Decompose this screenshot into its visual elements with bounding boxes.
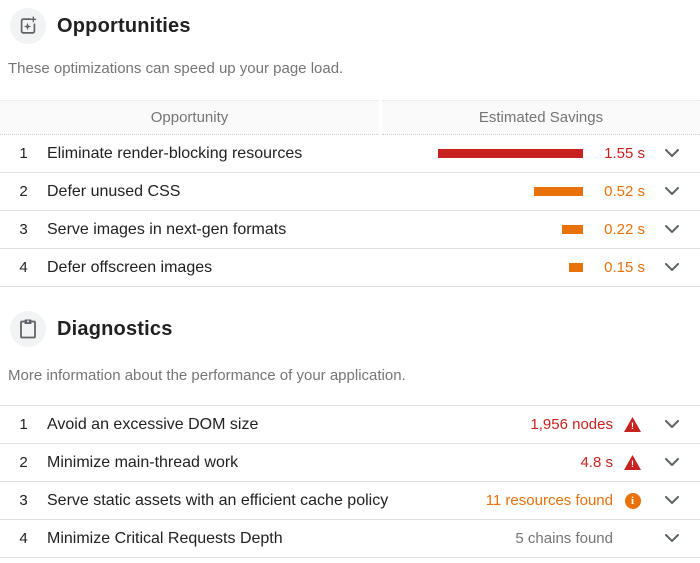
diagnostics-title: Diagnostics — [57, 317, 173, 340]
savings-bar — [569, 263, 583, 272]
chevron-down-icon[interactable] — [652, 225, 692, 234]
row-number: 1 — [19, 145, 28, 162]
chevron-down-icon[interactable] — [652, 496, 692, 505]
diagnostics-header: Diagnostics — [0, 303, 700, 347]
opportunities-icon — [10, 8, 46, 44]
diagnostics-icon — [10, 311, 46, 347]
row-number: 3 — [19, 492, 28, 509]
row-number: 4 — [19, 530, 28, 547]
diagnostic-title: Minimize Critical Requests Depth — [47, 529, 283, 547]
savings-value: 0.22 s — [604, 221, 645, 238]
chevron-down-icon[interactable] — [652, 458, 692, 467]
diagnostics-table: 1 Avoid an excessive DOM size 1,956 node… — [0, 405, 700, 558]
chevron-down-icon[interactable] — [652, 263, 692, 272]
column-header-opportunity: Opportunity — [0, 100, 379, 135]
chevron-down-icon[interactable] — [652, 149, 692, 158]
row-number: 2 — [19, 454, 28, 471]
row-number: 3 — [19, 221, 28, 238]
savings-bar — [562, 225, 583, 234]
opportunities-table-header: Opportunity Estimated Savings — [0, 100, 700, 135]
diagnostics-description: More information about the performance o… — [8, 367, 406, 384]
warning-icon: ! — [613, 417, 652, 432]
diagnostic-title: Avoid an excessive DOM size — [47, 415, 259, 433]
savings-value: 0.52 s — [604, 183, 645, 200]
diagnostic-row[interactable]: 2 Minimize main-thread work 4.8 s ! — [0, 444, 700, 482]
diagnostic-title: Serve static assets with an efficient ca… — [47, 491, 389, 509]
diagnostic-value: 1,956 nodes — [530, 416, 613, 433]
diagnostic-title: Minimize main-thread work — [47, 453, 239, 471]
column-header-estimated-savings: Estimated Savings — [382, 100, 700, 135]
savings-bar — [534, 187, 583, 196]
diagnostic-row[interactable]: 1 Avoid an excessive DOM size 1,956 node… — [0, 406, 700, 444]
diagnostic-value: 5 chains found — [515, 530, 613, 547]
diagnostic-row[interactable]: 3 Serve static assets with an efficient … — [0, 482, 700, 520]
opportunities-description: These optimizations can speed up your pa… — [8, 60, 344, 77]
row-number: 2 — [19, 183, 28, 200]
row-number: 4 — [19, 259, 28, 276]
savings-value: 0.15 s — [604, 259, 645, 276]
opportunity-row[interactable]: 4 Defer offscreen images 0.15 s — [0, 249, 700, 287]
opportunity-row[interactable]: 2 Defer unused CSS 0.52 s — [0, 173, 700, 211]
chevron-down-icon[interactable] — [652, 420, 692, 429]
chevron-down-icon[interactable] — [652, 187, 692, 196]
opportunity-title: Defer unused CSS — [47, 182, 181, 200]
chevron-down-icon[interactable] — [652, 534, 692, 543]
opportunities-table: 1 Eliminate render-blocking resources 1.… — [0, 135, 700, 287]
savings-bar — [438, 149, 583, 158]
opportunity-title: Defer offscreen images — [47, 258, 213, 276]
row-number: 1 — [19, 416, 28, 433]
opportunities-header: Opportunities — [0, 0, 700, 44]
opportunity-row[interactable]: 3 Serve images in next-gen formats 0.22 … — [0, 211, 700, 249]
diagnostic-value: 4.8 s — [580, 454, 613, 471]
diagnostic-row[interactable]: 4 Minimize Critical Requests Depth 5 cha… — [0, 520, 700, 558]
opportunity-title: Serve images in next-gen formats — [47, 220, 287, 238]
opportunity-row[interactable]: 1 Eliminate render-blocking resources 1.… — [0, 135, 700, 173]
opportunity-title: Eliminate render-blocking resources — [47, 144, 303, 162]
info-icon: i — [613, 492, 652, 509]
warning-icon: ! — [613, 455, 652, 470]
opportunities-title: Opportunities — [57, 14, 191, 37]
savings-value: 1.55 s — [604, 145, 645, 162]
diagnostic-value: 11 resources found — [485, 492, 613, 509]
